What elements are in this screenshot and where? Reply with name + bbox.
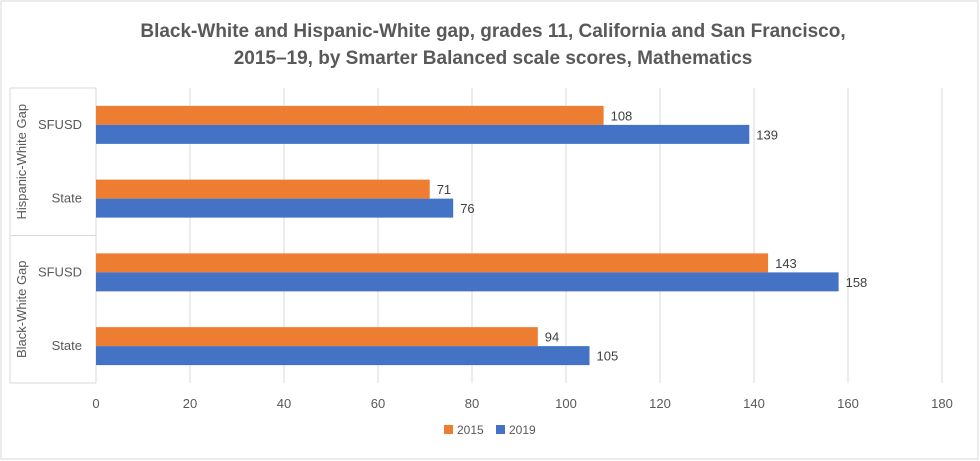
legend: 2015 2019 bbox=[444, 423, 536, 437]
data-label-2015-2: 143 bbox=[775, 256, 797, 271]
x-tick-label-20: 20 bbox=[183, 396, 197, 411]
bar-2015-2 bbox=[96, 253, 769, 273]
data-label-2019-0: 139 bbox=[756, 127, 778, 142]
x-axis-ticks: 0 20 40 60 80 100 120 140 160 180 bbox=[92, 396, 952, 411]
chart-title-line-1: Black-White and Hispanic-White gap, grad… bbox=[140, 21, 845, 42]
bar-2015-1 bbox=[96, 179, 430, 199]
x-tick-label-80: 80 bbox=[465, 396, 479, 411]
legend-swatch-2015 bbox=[444, 425, 453, 434]
data-label-2019-1: 76 bbox=[460, 201, 474, 216]
data-label-2019-3: 105 bbox=[597, 349, 619, 364]
data-label-2015-3: 94 bbox=[545, 330, 559, 345]
data-label-2015-1: 71 bbox=[437, 182, 451, 197]
bar-2019-0 bbox=[96, 124, 750, 144]
bar-2019-2 bbox=[96, 272, 839, 292]
legend-label-2015: 2015 bbox=[457, 423, 484, 437]
x-tick-label-160: 160 bbox=[837, 396, 859, 411]
x-tick-label-140: 140 bbox=[743, 396, 765, 411]
category-label-0: SFUSD bbox=[38, 117, 82, 132]
x-tick-label-40: 40 bbox=[277, 396, 291, 411]
data-labels: 108 139 71 76 143 158 94 105 bbox=[437, 108, 868, 363]
category-label-2: SFUSD bbox=[38, 264, 82, 279]
group-label-0: Hispanic-White Gap bbox=[14, 104, 29, 220]
chart-title-line-2: 2015–19, by Smarter Balanced scale score… bbox=[234, 48, 753, 69]
data-label-2015-0: 108 bbox=[611, 108, 633, 123]
x-tick-label-180: 180 bbox=[931, 396, 953, 411]
x-tick-label-120: 120 bbox=[649, 396, 671, 411]
data-label-2019-2: 158 bbox=[846, 275, 868, 290]
bars bbox=[96, 105, 839, 366]
legend-label-2019: 2019 bbox=[509, 423, 536, 437]
category-label-1: State bbox=[52, 191, 82, 206]
bar-2019-3 bbox=[96, 346, 590, 366]
bar-2015-0 bbox=[96, 105, 604, 125]
bar-2015-3 bbox=[96, 327, 538, 347]
x-tick-label-60: 60 bbox=[371, 396, 385, 411]
legend-swatch-2019 bbox=[496, 425, 505, 434]
x-tick-label-100: 100 bbox=[555, 396, 577, 411]
group-label-1: Black-White Gap bbox=[14, 260, 29, 358]
x-tick-label-0: 0 bbox=[92, 396, 99, 411]
bar-2019-1 bbox=[96, 198, 454, 218]
category-label-3: State bbox=[52, 338, 82, 353]
